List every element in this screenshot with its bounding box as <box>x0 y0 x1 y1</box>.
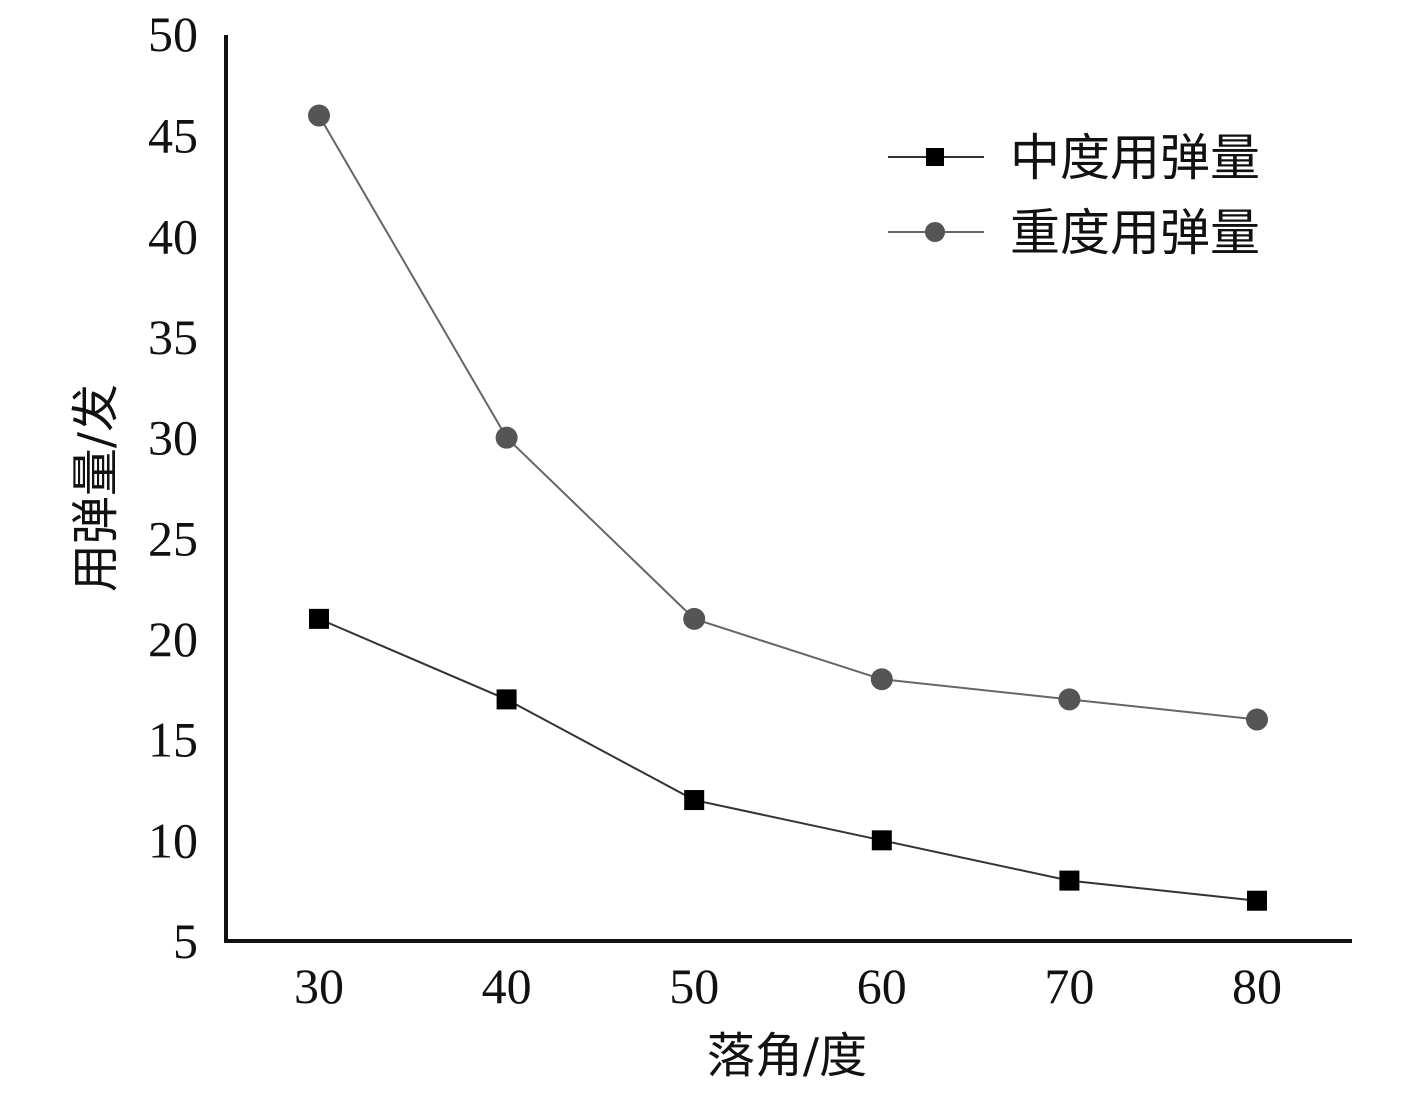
data-point-square <box>1247 890 1267 911</box>
series-layer <box>308 104 1268 911</box>
y-tick-label: 50 <box>148 6 198 62</box>
data-point-circle <box>683 607 706 630</box>
series-line <box>318 617 1258 902</box>
legend-label-series-2: 重度用弹量 <box>1010 204 1260 262</box>
y-tick-labels: 5 10 15 20 25 30 35 40 45 50 <box>148 6 198 969</box>
series-2 <box>308 104 1268 731</box>
y-tick-label: 5 <box>173 913 198 969</box>
series-1 <box>309 608 1267 911</box>
x-tick-label: 80 <box>1232 958 1282 1014</box>
legend-circle-marker-icon <box>925 222 945 242</box>
legend-label-series-1: 中度用弹量 <box>1010 129 1260 187</box>
y-tick-label: 30 <box>148 410 198 466</box>
data-point-square <box>1059 870 1080 891</box>
y-tick-label: 35 <box>148 309 198 365</box>
axes <box>224 35 1352 943</box>
data-point-circle <box>1246 708 1268 731</box>
y-tick-label: 25 <box>148 510 198 566</box>
x-tick-label: 40 <box>482 958 532 1014</box>
y-tick-label: 40 <box>148 208 198 264</box>
data-point-circle <box>1058 688 1081 711</box>
y-tick-label: 45 <box>148 108 198 164</box>
y-axis-title: 用弹量/发 <box>68 384 124 592</box>
data-point-square <box>684 790 705 811</box>
data-point-square <box>309 608 329 629</box>
data-point-circle <box>308 104 330 127</box>
x-axis-title: 落角/度 <box>707 1028 867 1084</box>
x-tick-label: 70 <box>1044 958 1094 1014</box>
y-tick-label: 15 <box>148 712 198 768</box>
data-point-circle <box>495 426 518 449</box>
x-tick-labels: 30 40 50 60 70 80 <box>294 958 1282 1014</box>
legend-square-marker-icon <box>926 148 944 166</box>
data-point-square <box>496 689 517 710</box>
x-tick-label: 30 <box>294 958 344 1014</box>
legend-item-series-1: 中度用弹量 <box>888 129 1260 187</box>
data-point-circle <box>870 668 893 691</box>
x-tick-label: 60 <box>857 958 907 1014</box>
y-tick-label: 20 <box>148 611 198 667</box>
legend-item-series-2: 重度用弹量 <box>888 204 1260 262</box>
legend: 中度用弹量 重度用弹量 <box>888 129 1260 262</box>
x-tick-label: 50 <box>669 958 719 1014</box>
y-tick-label: 10 <box>148 812 198 868</box>
series-line <box>318 115 1258 721</box>
data-point-square <box>871 830 892 851</box>
